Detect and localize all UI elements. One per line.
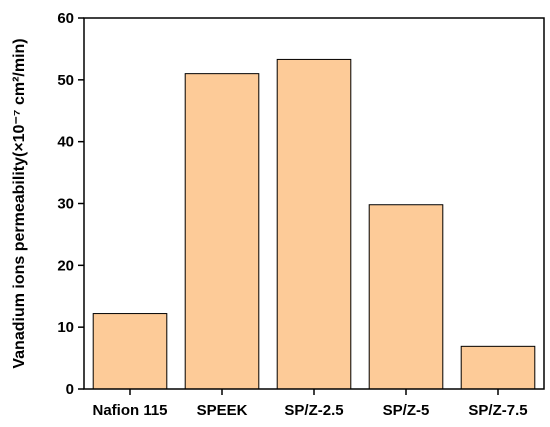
y-tick-label: 30 — [57, 196, 74, 213]
y-tick-label: 20 — [57, 257, 74, 274]
y-tick-label: 10 — [57, 319, 74, 336]
bars-group — [92, 58, 536, 390]
x-tick-label: SPEEK — [197, 402, 248, 419]
bar-sp-z-5 — [368, 204, 444, 390]
y-axis-title: Vanadium ions permeability(×10⁻⁷ cm²/min… — [11, 38, 28, 368]
y-axis: 0 10 20 30 40 50 60 — [57, 10, 84, 398]
x-tick-label: Nafion 115 — [92, 402, 167, 419]
bar-speek — [184, 73, 260, 390]
y-tick-label: 40 — [57, 134, 74, 151]
x-tick-label: SP/Z-5 — [383, 402, 430, 419]
y-tick-label: 60 — [57, 10, 74, 27]
y-tick-label: 0 — [66, 381, 74, 398]
x-tick-label: SP/Z-7.5 — [468, 402, 527, 419]
x-axis: Nafion 115 SPEEK SP/Z-2.5 SP/Z-5 SP/Z-7.5 — [92, 389, 528, 419]
bar-nafion-115 — [92, 313, 168, 390]
bar-sp-z-2-5 — [276, 58, 352, 390]
bar-sp-z-7-5 — [460, 345, 536, 390]
y-tick-label: 50 — [57, 72, 74, 89]
x-tick-label: SP/Z-2.5 — [284, 402, 343, 419]
